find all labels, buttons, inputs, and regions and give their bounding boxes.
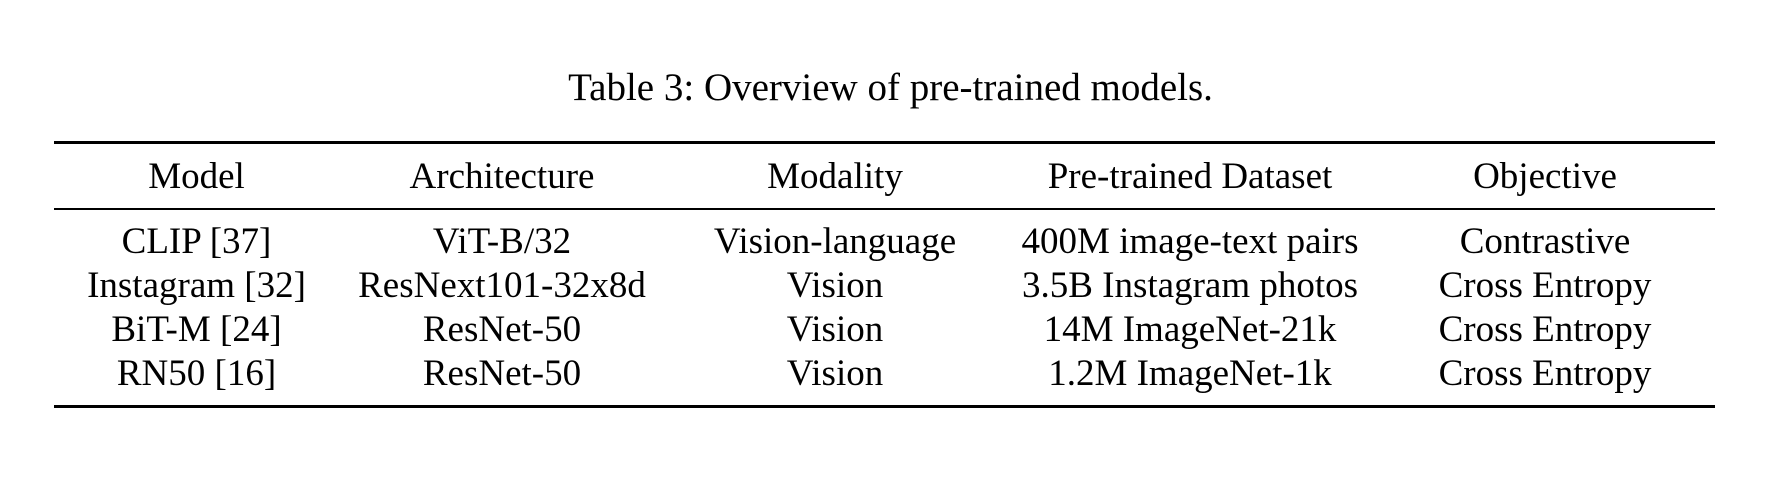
table-caption: Table 3: Overview of pre-trained models.	[568, 66, 1213, 109]
cell-model: Instagram [32]	[87, 264, 306, 306]
header-objective: Objective	[1473, 155, 1617, 197]
cell-dataset: 400M image-text pairs	[1021, 220, 1359, 262]
header-model: Model	[148, 155, 245, 197]
cell-objective: Cross Entropy	[1438, 308, 1652, 350]
cell-objective: Cross Entropy	[1438, 352, 1652, 394]
table-header-row: Model Architecture Modality Pre-trained …	[54, 142, 1715, 209]
models-table: Model Architecture Modality Pre-trained …	[54, 141, 1715, 408]
cell-model: BiT-M [24]	[111, 308, 282, 350]
cell-model: RN50 [16]	[116, 352, 277, 394]
cell-dataset: 1.2M ImageNet-1k	[1048, 352, 1332, 394]
cell-architecture: ResNet-50	[422, 352, 582, 394]
cell-architecture: ResNet-50	[422, 308, 582, 350]
cell-architecture: ResNext101-32x8d	[358, 264, 646, 306]
cell-modality: Vision	[786, 352, 884, 394]
cell-objective: Contrastive	[1459, 220, 1631, 262]
cell-model: CLIP [37]	[121, 220, 272, 262]
models-table-container: Model Architecture Modality Pre-trained …	[54, 141, 1715, 408]
cell-architecture: ViT-B/32	[432, 220, 572, 262]
table-row: CLIP [37] ViT-B/32 Vision-language 400M …	[54, 209, 1715, 263]
cell-objective: Cross Entropy	[1438, 264, 1652, 306]
cell-modality: Vision-language	[713, 220, 957, 262]
header-modality: Modality	[767, 155, 903, 197]
cell-dataset: 3.5B Instagram photos	[1021, 264, 1359, 306]
cell-modality: Vision	[786, 264, 884, 306]
cell-dataset: 14M ImageNet-21k	[1043, 308, 1337, 350]
table-row: Instagram [32] ResNext101-32x8d Vision 3…	[54, 263, 1715, 307]
header-architecture: Architecture	[409, 155, 595, 197]
table-row: RN50 [16] ResNet-50 Vision 1.2M ImageNet…	[54, 351, 1715, 407]
cell-modality: Vision	[786, 308, 884, 350]
header-pretrained-dataset: Pre-trained Dataset	[1047, 155, 1333, 197]
table-row: BiT-M [24] ResNet-50 Vision 14M ImageNet…	[54, 307, 1715, 351]
